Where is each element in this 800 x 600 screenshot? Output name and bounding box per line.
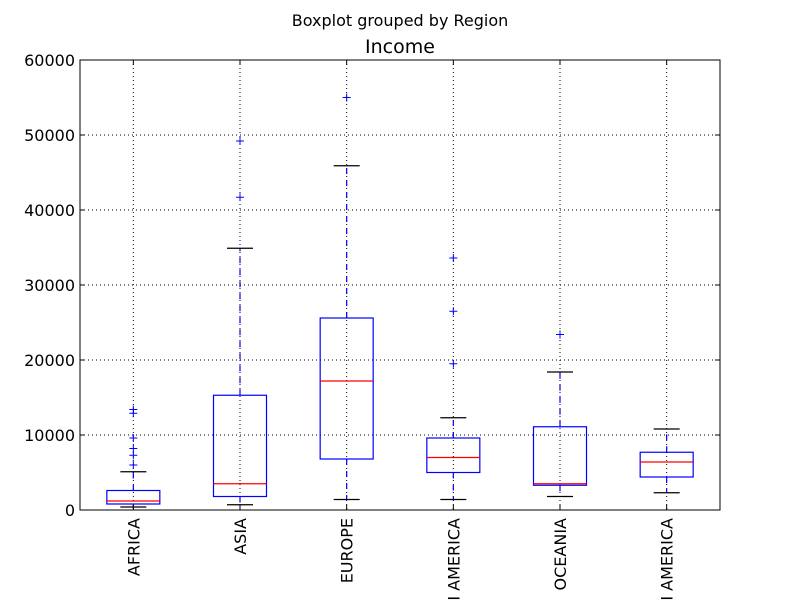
box-iqr — [212, 394, 268, 498]
flier-marker — [449, 254, 458, 262]
y-tick-label: 10000 — [24, 426, 75, 445]
flier-marker — [129, 461, 138, 469]
x-tick-label: AFRICA — [124, 518, 143, 576]
flier-marker — [342, 93, 351, 102]
y-tick-label: 40000 — [24, 201, 75, 220]
y-tick-label: 30000 — [24, 276, 75, 295]
flier-marker — [236, 137, 244, 145]
flier-marker — [449, 307, 458, 316]
chart-suptitle: Boxplot grouped by Region — [292, 11, 509, 30]
y-tick-label: 0 — [65, 501, 75, 520]
chart-title: Income — [365, 36, 435, 58]
grid-layer — [80, 60, 720, 510]
x-tick-label: ASIA — [231, 518, 250, 555]
x-tick-label: EUROPE — [338, 518, 357, 583]
y-tick-label: 50000 — [24, 126, 75, 145]
x-tick-label: I AMERICA — [658, 518, 677, 600]
x-tick-label: I AMERICA — [444, 518, 463, 600]
flier-marker — [129, 444, 138, 453]
data-layer — [106, 93, 694, 508]
flier-marker — [556, 330, 564, 339]
x-tick-label: OCEANIA — [551, 518, 570, 591]
y-tick-label: 20000 — [24, 351, 75, 370]
tick-layer: 0 10000 20000 30000 40000 50000 60000 AFRICA ASI… — [24, 51, 720, 600]
box-iqr — [319, 317, 374, 460]
flier-marker — [129, 451, 138, 460]
flier-marker — [129, 405, 138, 414]
y-tick-label: 60000 — [24, 51, 75, 70]
flier-marker — [449, 359, 458, 368]
box-iqr — [639, 451, 694, 478]
box-iqr — [532, 426, 588, 486]
box-iqr — [106, 489, 161, 505]
box-iqr — [426, 437, 481, 474]
flier-marker — [129, 434, 138, 442]
flier-marker — [236, 193, 244, 202]
